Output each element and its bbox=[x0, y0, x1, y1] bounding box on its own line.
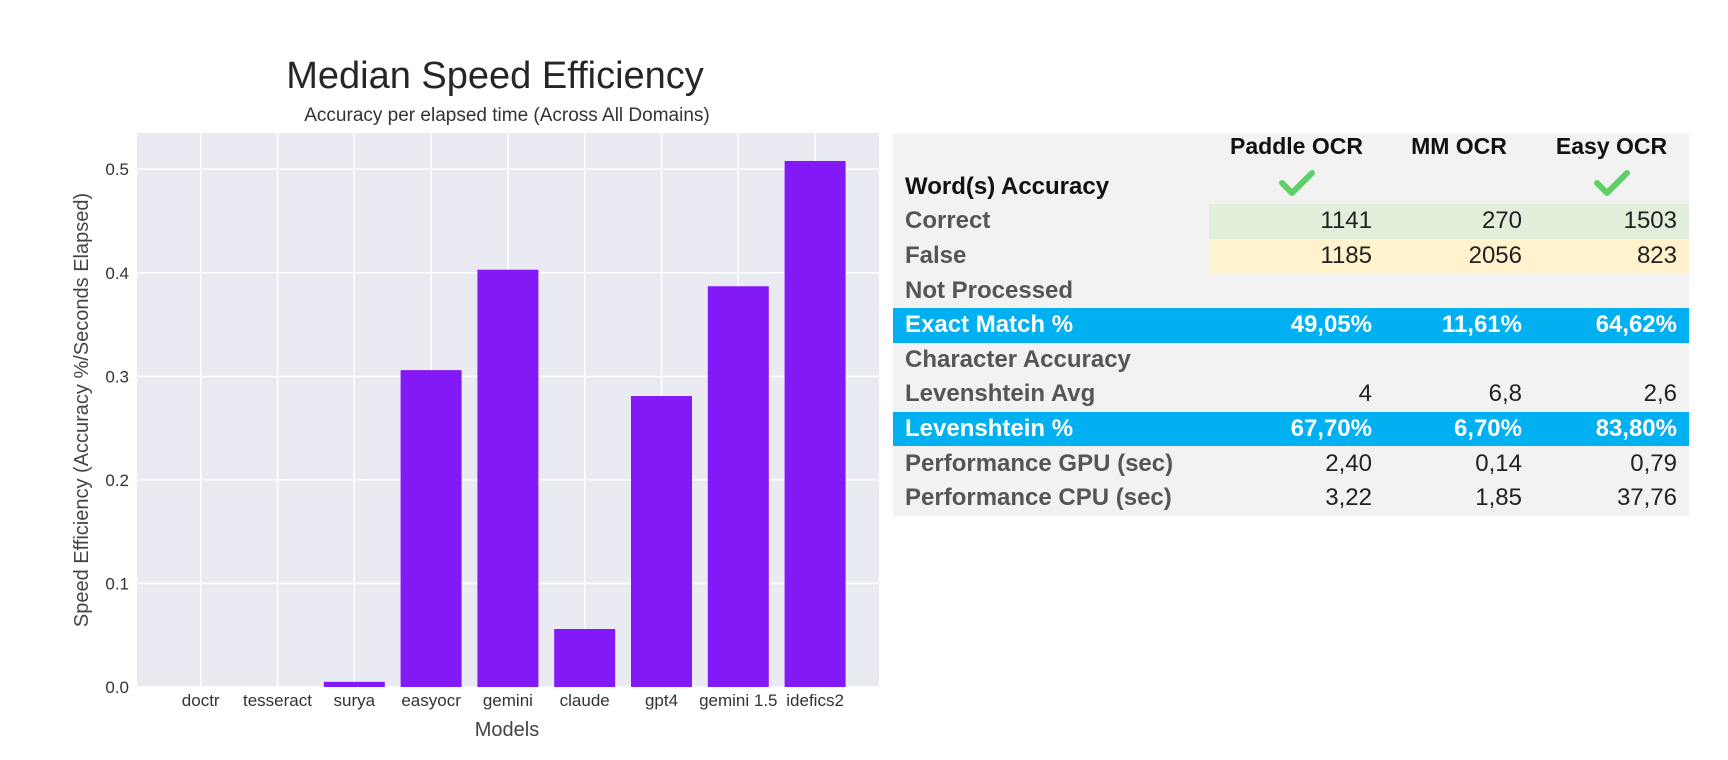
x-tick-label: gpt4 bbox=[645, 691, 678, 710]
table-cell bbox=[1534, 273, 1689, 308]
table-cell: 823 bbox=[1534, 238, 1689, 274]
column-header-label: MM OCR bbox=[1411, 133, 1507, 159]
chart-title: Median Speed Efficiency bbox=[286, 55, 704, 97]
table-cell: 1503 bbox=[1534, 204, 1689, 239]
table-row: Correct 1141 270 1503 bbox=[893, 204, 1689, 239]
table-cell bbox=[1384, 343, 1534, 378]
row-label: Exact Match % bbox=[893, 307, 1209, 343]
bar-easyocr bbox=[400, 370, 462, 687]
column-header-label: Paddle OCR bbox=[1230, 133, 1363, 159]
x-tick-label: easyocr bbox=[401, 691, 461, 710]
table-cell: 2,40 bbox=[1325, 449, 1372, 477]
table-row: Word(s) Accuracy bbox=[893, 169, 1689, 205]
x-tick-labels: doctr tesseract surya easyocr gemini claude gp… bbox=[182, 691, 844, 710]
table-cell: 1,85 bbox=[1475, 484, 1522, 512]
x-tick-label: doctr bbox=[182, 691, 220, 710]
row-label: Levenshtein Avg bbox=[905, 380, 1096, 408]
table-row: Character Accuracy bbox=[893, 343, 1689, 378]
table-cell: 2,6 bbox=[1643, 380, 1677, 408]
table-cell: 64,62% bbox=[1534, 307, 1689, 343]
table-cell: 11,61% bbox=[1384, 307, 1534, 343]
bars bbox=[323, 160, 846, 688]
table-cell: 83,80% bbox=[1534, 411, 1689, 447]
table-cell: 1185 bbox=[1209, 238, 1384, 274]
table-row: Levenshtein Avg 4 6,8 2,6 bbox=[893, 377, 1689, 412]
table-cell: 6,70% bbox=[1384, 411, 1534, 447]
table-cell bbox=[1209, 273, 1384, 308]
table-cell: 0,79 bbox=[1630, 449, 1677, 477]
x-tick-label: surya bbox=[334, 691, 376, 710]
row-label: False bbox=[905, 242, 967, 270]
bar-idefics2 bbox=[784, 160, 846, 688]
table-row: Not Processed bbox=[893, 273, 1689, 308]
table-cell: 67,70% bbox=[1209, 411, 1384, 447]
bar-claude bbox=[554, 629, 616, 687]
y-axis-label: Speed Efficiency (Accuracy %/Seconds Ela… bbox=[71, 193, 93, 627]
row-label: Character Accuracy bbox=[905, 345, 1131, 373]
x-tick-label: gemini bbox=[483, 691, 533, 710]
x-tick-label: claude bbox=[560, 691, 610, 710]
table-cell: 4 bbox=[1358, 380, 1372, 408]
table-cell bbox=[1384, 170, 1534, 205]
table-cell: 0,14 bbox=[1475, 449, 1522, 477]
bar-surya bbox=[323, 681, 385, 687]
y-tick-label: 0.2 bbox=[105, 471, 129, 490]
bar-chart: Median Speed Efficiency Accuracy per ela… bbox=[71, 55, 879, 741]
y-tick-label: 0.1 bbox=[105, 574, 129, 593]
table-cell bbox=[1209, 169, 1384, 205]
header-empty-cell bbox=[893, 133, 1209, 170]
bar-gemini-1.5 bbox=[707, 286, 769, 687]
row-label: Levenshtein % bbox=[893, 411, 1209, 447]
bar-gemini bbox=[477, 269, 539, 687]
table-cell: 3,22 bbox=[1325, 484, 1372, 512]
table-row: Levenshtein % 67,70% 6,70% 83,80% bbox=[893, 411, 1689, 447]
table-cell: 270 bbox=[1384, 204, 1534, 239]
x-tick-label: gemini 1.5 bbox=[699, 691, 777, 710]
column-header: Easy OCR bbox=[1534, 133, 1689, 170]
table-cell: 49,05% bbox=[1209, 307, 1384, 343]
y-tick-label: 0.0 bbox=[105, 678, 129, 697]
row-label: Performance GPU (sec) bbox=[905, 449, 1174, 477]
row-label: Word(s) Accuracy bbox=[905, 172, 1110, 200]
row-label: Not Processed bbox=[905, 276, 1074, 304]
y-tick-label: 0.5 bbox=[105, 160, 129, 179]
row-label: Performance CPU (sec) bbox=[905, 484, 1172, 512]
x-axis-label: Models bbox=[475, 719, 539, 741]
x-tick-label: tesseract bbox=[243, 691, 312, 710]
checkmark-icon bbox=[1278, 169, 1315, 196]
ocr-results-table: Paddle OCR MM OCR Easy OCR Word(s) Accuracy… bbox=[893, 133, 1689, 516]
table-cell: 6,8 bbox=[1488, 380, 1522, 408]
table-cell: 2056 bbox=[1384, 238, 1534, 274]
column-header-label: Easy OCR bbox=[1555, 133, 1668, 159]
column-header: MM OCR bbox=[1384, 133, 1534, 170]
table-row: Performance GPU (sec) 2,40 0,14 0,79 bbox=[893, 446, 1689, 481]
y-tick-labels: 0.0 0.1 0.2 0.3 0.4 0.5 bbox=[105, 160, 129, 697]
y-tick-label: 0.3 bbox=[105, 367, 129, 386]
bar-gpt4 bbox=[631, 396, 692, 687]
table-cell: 37,76 bbox=[1616, 484, 1677, 512]
table-row: Exact Match % 49,05% 11,61% 64,62% bbox=[893, 307, 1689, 343]
table-row: False 1185 2056 823 bbox=[893, 238, 1689, 274]
table-cell bbox=[1534, 169, 1689, 205]
x-tick-label: idefics2 bbox=[786, 691, 844, 710]
table-cell bbox=[1384, 273, 1534, 308]
chart-subtitle: Accuracy per elapsed time (Across All Do… bbox=[304, 105, 709, 126]
y-tick-label: 0.4 bbox=[105, 264, 129, 283]
table-cell bbox=[1534, 343, 1689, 378]
table-row: Performance CPU (sec) 3,22 1,85 37,76 bbox=[893, 481, 1689, 516]
table-cell: 1141 bbox=[1209, 204, 1384, 239]
column-header: Paddle OCR bbox=[1209, 133, 1384, 170]
table-cell bbox=[1209, 343, 1384, 378]
checkmark-icon bbox=[1593, 169, 1630, 196]
row-label: Correct bbox=[905, 207, 991, 235]
table-header-row: Paddle OCR MM OCR Easy OCR bbox=[893, 133, 1689, 170]
